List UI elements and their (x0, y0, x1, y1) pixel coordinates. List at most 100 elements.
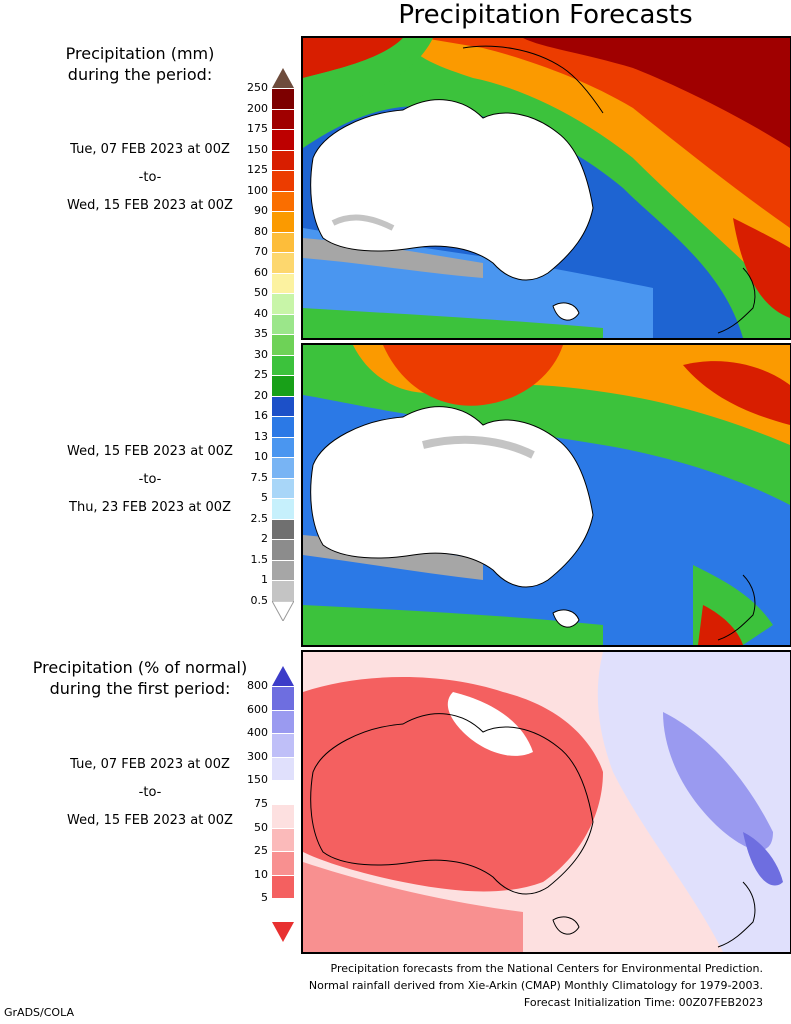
colorbar-tick-label: 13 (254, 429, 268, 443)
precip-field-2 (303, 345, 790, 645)
colorbar-tick-label: 1.5 (250, 552, 269, 566)
footer-line-3: Forecast Initialization Time: 00Z07FEB20… (523, 996, 763, 1009)
colorbar-tick-label: 16 (254, 409, 268, 422)
colorbar-cell (272, 539, 294, 560)
colorbar-tick-label: 600 (247, 702, 268, 716)
colorbar-cell (272, 709, 294, 734)
colorbar-bottom-arrow (272, 922, 294, 942)
colorbar-cell (272, 874, 294, 899)
colorbar-tick-label: 50 (254, 820, 268, 834)
colorbar-tick-label: 200 (247, 101, 268, 115)
precip-pct-heading: Precipitation (% of normal) during the f… (0, 657, 280, 699)
footer-line-1: Precipitation forecasts from the Nationa… (330, 962, 764, 975)
colorbar-tick-label: 2 (261, 532, 268, 545)
period-1-end: Wed, 15 FEB 2023 at 00Z (67, 198, 233, 213)
colorbar-cell (272, 851, 294, 875)
colorbar-cell (272, 498, 294, 519)
colorbar-tick-label: 300 (247, 749, 268, 763)
colorbar-tick-label: 100 (247, 183, 268, 197)
map-period-2 (301, 343, 791, 647)
period-3-start: Tue, 07 FEB 2023 at 00Z (70, 757, 230, 772)
page-title: Precipitation Forecasts (398, 0, 693, 30)
colorbar-cell (272, 804, 294, 828)
colorbar-cell (272, 733, 294, 757)
colorbar-cell (272, 827, 294, 852)
heading-line-1: Precipitation (% of normal) (32, 658, 248, 677)
colorbar-cell (272, 88, 294, 109)
pct-colorbar (272, 666, 294, 942)
colorbar-tick-label: 800 (247, 679, 268, 692)
colorbar-tick-label: 7.5 (250, 470, 269, 484)
colorbar-cell (272, 231, 294, 252)
colorbar-cell (272, 436, 294, 457)
colorbar-tick-label: 75 (254, 797, 268, 810)
period-3-sep: -to- (138, 785, 162, 800)
colorbar-cell (272, 170, 294, 191)
colorbar-tick-label: 60 (254, 265, 268, 279)
colorbar-tick-label: 0.5 (250, 593, 269, 607)
colorbar-cell (272, 149, 294, 170)
colorbar-tick-label: 25 (254, 844, 268, 858)
colorbar-tick-label: 1 (261, 573, 268, 586)
precip-pct-field (303, 652, 790, 952)
period-2-start: Wed, 15 FEB 2023 at 00Z (67, 444, 233, 459)
colorbar-tick-label: 50 (254, 286, 268, 299)
colorbar-cell (272, 108, 294, 129)
colorbar-bottom-arrow (272, 601, 294, 621)
period-3-end: Wed, 15 FEB 2023 at 00Z (67, 813, 233, 828)
colorbar-cell (272, 518, 294, 539)
colorbar-cell (272, 756, 294, 781)
colorbar-tick-label: 20 (254, 388, 268, 402)
colorbar-cell (272, 211, 294, 232)
colorbar-tick-label: 70 (254, 245, 268, 258)
colorbar-tick-label: 25 (254, 368, 268, 381)
precip-mm-heading: Precipitation (mm) during the period: (30, 43, 250, 85)
colorbar-top-arrow (272, 68, 294, 88)
heading-line-1: Precipitation (mm) (65, 44, 215, 63)
colorbar-cell (272, 334, 294, 355)
colorbar-tick-label: 250 (247, 81, 268, 94)
colorbar-tick-label: 40 (254, 306, 268, 320)
period-1-start: Tue, 07 FEB 2023 at 00Z (70, 142, 230, 157)
colorbar-cell (272, 780, 294, 804)
colorbar-tick-label: 5 (261, 891, 268, 905)
colorbar-cell (272, 293, 294, 314)
period-1-sep: -to- (138, 170, 162, 185)
colorbar-tick-label: 5 (261, 491, 268, 504)
colorbar-tick-label: 125 (247, 163, 268, 176)
period-2-sep: -to- (138, 472, 162, 487)
colorbar-cell (272, 272, 294, 293)
period-2-end: Thu, 23 FEB 2023 at 00Z (69, 500, 231, 515)
colorbar-tick-label: 150 (247, 773, 268, 787)
colorbar-tick-label: 90 (254, 204, 268, 217)
colorbar-cell (272, 686, 294, 710)
colorbar-tick-label: 2.5 (250, 511, 269, 525)
colorbar-cell (272, 559, 294, 580)
colorbar-cell (272, 457, 294, 478)
grads-credit: GrADS/COLA (4, 1006, 74, 1019)
colorbar-tick-label: 80 (254, 224, 268, 238)
footer-line-2: Normal rainfall derived from Xie-Arkin (… (308, 979, 763, 992)
heading-line-2: during the first period: (49, 679, 231, 698)
colorbar-tick-label: 30 (254, 347, 268, 361)
colorbar-cell (272, 416, 294, 437)
colorbar-tick-label: 35 (254, 327, 268, 340)
colorbar-tick-label: 400 (247, 726, 268, 740)
colorbar-cell (272, 580, 294, 601)
colorbar-cell (272, 252, 294, 273)
map-period-1 (301, 36, 791, 340)
colorbar-tick-label: 175 (247, 122, 268, 135)
colorbar-tick-label: 10 (254, 450, 268, 463)
colorbar-cell (272, 354, 294, 375)
map-pct-normal (301, 650, 791, 954)
colorbar-cell (272, 477, 294, 498)
colorbar-cell (272, 190, 294, 211)
colorbar-tick-label: 10 (254, 867, 268, 881)
heading-line-2: during the period: (67, 65, 213, 84)
precip-field-1 (303, 38, 790, 338)
colorbar-tick-label: 150 (247, 142, 268, 156)
colorbar-cell (272, 395, 294, 416)
colorbar-top-arrow (272, 666, 294, 686)
mm-colorbar (272, 68, 294, 623)
colorbar-cell (272, 129, 294, 150)
